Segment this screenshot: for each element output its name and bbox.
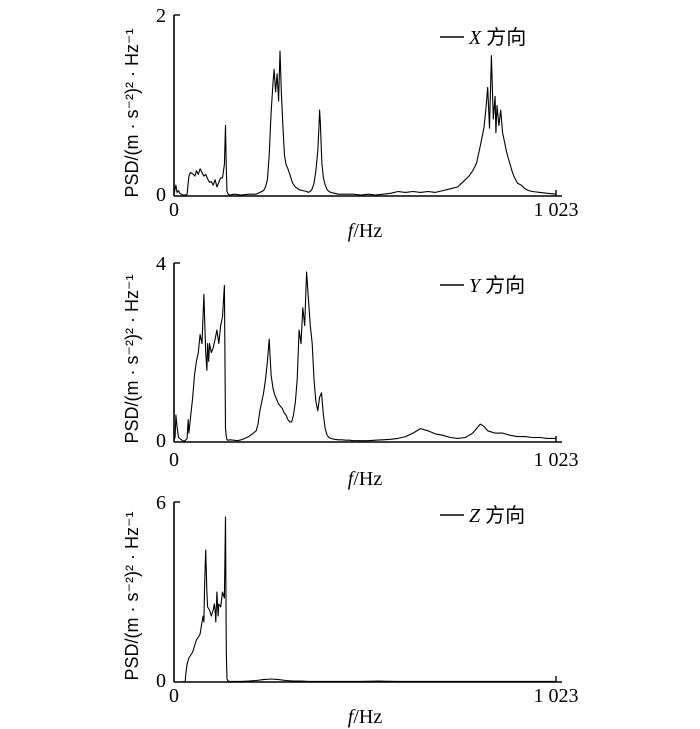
x-axis-label: f/Hz bbox=[348, 220, 383, 242]
x-axis-label-unit: /Hz bbox=[353, 706, 382, 728]
y-axis-label: PSD/(m · s⁻²)² · Hz⁻¹ bbox=[122, 512, 142, 681]
y-tick-label-top: 2 bbox=[156, 5, 166, 27]
panel-x: 2 0 0 1 023 f/Hz PSD/(m · s⁻²)² · Hz⁻¹ X… bbox=[122, 5, 579, 242]
legend-label-var: X bbox=[468, 27, 482, 49]
x-tick-label-zero: 0 bbox=[169, 685, 179, 707]
legend-label-text: 方向 bbox=[480, 274, 525, 297]
y-axis-label: PSD/(m · s⁻²)² · Hz⁻¹ bbox=[122, 29, 142, 198]
x-tick-label-zero: 0 bbox=[169, 449, 179, 471]
x-axis-label: f/Hz bbox=[348, 468, 383, 490]
legend-label-text: 方向 bbox=[480, 504, 525, 527]
panel-y: 4 0 0 1 023 f/Hz PSD/(m · s⁻²)² · Hz⁻¹ Y… bbox=[122, 253, 579, 490]
legend-label: Y 方向 bbox=[469, 274, 525, 297]
x-axis-label-var: f bbox=[348, 220, 356, 242]
y-tick-label-zero: 0 bbox=[156, 184, 166, 206]
psd-series-y bbox=[173, 271, 556, 442]
panel-z: 6 0 0 1 023 f/Hz PSD/(m · s⁻²)² · Hz⁻¹ Z… bbox=[122, 492, 579, 728]
legend-label: X 方向 bbox=[468, 26, 526, 49]
y-tick-label-top: 6 bbox=[156, 492, 166, 514]
x-tick-label-zero: 0 bbox=[169, 199, 179, 221]
legend-label-text: 方向 bbox=[481, 26, 526, 49]
psd-series-z bbox=[174, 516, 556, 683]
x-axis-label-unit: /Hz bbox=[353, 220, 382, 242]
x-tick-label-max: 1 023 bbox=[534, 449, 579, 471]
x-axis-label-unit: /Hz bbox=[353, 468, 382, 490]
x-axis-label-var: f bbox=[348, 468, 356, 490]
y-tick-label-zero: 0 bbox=[156, 670, 166, 692]
x-axis-label: f/Hz bbox=[348, 706, 383, 728]
y-tick-label-top: 4 bbox=[156, 253, 166, 275]
y-axis-label: PSD/(m · s⁻²)² · Hz⁻¹ bbox=[122, 275, 142, 444]
psd-series-x bbox=[173, 50, 557, 196]
legend-label-var: Z bbox=[469, 505, 481, 527]
legend-label: Z 方向 bbox=[469, 504, 525, 527]
x-tick-label-max: 1 023 bbox=[534, 685, 579, 707]
x-tick-label-max: 1 023 bbox=[534, 199, 579, 221]
legend-label-var: Y bbox=[469, 275, 482, 297]
y-tick-label-zero: 0 bbox=[156, 430, 166, 452]
x-axis-label-var: f bbox=[348, 706, 356, 728]
